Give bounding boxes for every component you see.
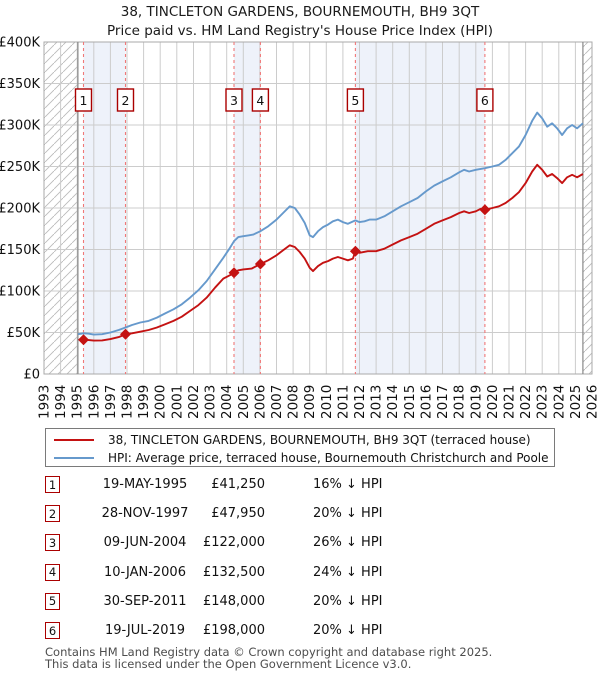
svg-text:2016: 2016: [418, 385, 434, 419]
svg-text:£350K: £350K: [0, 77, 40, 92]
svg-text:2022: 2022: [518, 385, 534, 419]
sale-markers: [78, 204, 491, 346]
svg-text:2005: 2005: [236, 385, 252, 419]
svg-text:2014: 2014: [385, 385, 401, 419]
sale-price: £132,500: [202, 564, 265, 580]
sale-price: £47,950: [211, 506, 265, 522]
svg-text:1999: 1999: [136, 385, 152, 419]
sale-number-badge: 4: [45, 563, 60, 581]
svg-text:2002: 2002: [186, 385, 202, 419]
sale-date: 19-MAY-1995: [102, 477, 188, 492]
svg-text:2017: 2017: [435, 385, 451, 419]
svg-text:2012: 2012: [352, 385, 368, 419]
sale-price: £198,000: [202, 623, 265, 638]
sale-date: 09-JUN-2004: [103, 535, 187, 551]
svg-text:£400K: £400K: [0, 36, 40, 51]
svg-text:2: 2: [122, 93, 130, 108]
sale-date: 10-JAN-2006: [104, 564, 186, 580]
svg-text:£0: £0: [23, 368, 40, 383]
sale-number-badge: 1: [45, 476, 60, 493]
svg-text:2006: 2006: [252, 385, 268, 419]
copyright-line: Contains HM Land Registry data © Crown c…: [45, 645, 493, 659]
svg-text:4: 4: [256, 93, 264, 108]
chart-legend: 38, TINCLETON GARDENS, BOURNEMOUTH, BH9 …: [45, 428, 555, 467]
sale-date: 19-JUL-2019: [104, 623, 186, 638]
svg-text:1996: 1996: [86, 385, 102, 419]
hpi-line-sample-icon: [54, 456, 94, 459]
svg-text:2026: 2026: [585, 385, 600, 419]
sale-table-row: 5 30-SEP-2011 £148,000 20% ↓ HPI: [45, 592, 565, 611]
svg-text:6: 6: [481, 93, 489, 108]
sale-vs-hpi: 20% ↓ HPI: [313, 623, 383, 638]
legend-label: 38, TINCLETON GARDENS, BOURNEMOUTH, BH9 …: [108, 432, 531, 447]
svg-text:1993: 1993: [37, 385, 53, 419]
sale-vs-hpi: 26% ↓ HPI: [313, 535, 383, 551]
sale-date: 30-SEP-2011: [103, 593, 187, 609]
svg-text:2011: 2011: [335, 385, 351, 419]
legend-item-hpi: HPI: Average price, terraced house, Bour…: [46, 448, 549, 467]
sale-table-row: 2 28-NOV-1997 £47,950 20% ↓ HPI: [45, 505, 565, 523]
svg-text:2015: 2015: [402, 385, 418, 419]
sale-table-row: 4 10-JAN-2006 £132,500 24% ↓ HPI: [45, 563, 565, 582]
legend-item-price: 38, TINCLETON GARDENS, BOURNEMOUTH, BH9 …: [46, 430, 531, 449]
svg-text:1998: 1998: [120, 385, 136, 419]
sale-number-badge: 5: [45, 592, 60, 610]
svg-text:2021: 2021: [502, 385, 518, 419]
sale-number-badge: 3: [45, 534, 60, 552]
sale-table-row: 3 09-JUN-2004 £122,000 26% ↓ HPI: [45, 534, 565, 552]
svg-text:1: 1: [80, 93, 88, 108]
sale-vs-hpi: 20% ↓ HPI: [313, 506, 383, 522]
sale-table-row: 1 19-MAY-1995 £41,250 16% ↓ HPI: [45, 476, 565, 494]
sale-table-row: 6 19-JUL-2019 £198,000 20% ↓ HPI: [45, 622, 565, 640]
svg-text:£100K: £100K: [0, 285, 40, 300]
svg-text:1995: 1995: [70, 385, 86, 419]
y-axis-labels: £0 £50K £100K £150K £200K £250K £300K £350K £400…: [0, 36, 40, 383]
licence-line: This data is licensed under the Open Gov…: [45, 657, 412, 671]
svg-text:2020: 2020: [485, 385, 501, 419]
sale-date: 28-NOV-1997: [101, 506, 189, 522]
svg-text:2004: 2004: [219, 385, 235, 419]
svg-text:3: 3: [230, 93, 238, 108]
svg-text:£50K: £50K: [7, 326, 41, 341]
svg-text:2023: 2023: [535, 385, 551, 419]
svg-text:2001: 2001: [169, 385, 185, 419]
svg-text:2010: 2010: [319, 385, 335, 419]
sale-number-badge: 2: [45, 505, 60, 523]
svg-text:£200K: £200K: [0, 202, 40, 217]
svg-text:£250K: £250K: [0, 160, 40, 175]
sale-price: £41,250: [211, 477, 265, 492]
sale-price: £148,000: [202, 593, 265, 609]
svg-text:2018: 2018: [452, 385, 468, 419]
svg-text:5: 5: [351, 93, 359, 108]
sale-number-badge: 6: [45, 622, 60, 639]
legend-label: HPI: Average price, terraced house, Bour…: [108, 450, 549, 465]
sale-number-boxes: 1 2 3 4 5 6: [74, 88, 494, 112]
price-line-sample-icon: [54, 438, 94, 441]
svg-text:2003: 2003: [203, 385, 219, 419]
sale-price: £122,000: [202, 535, 265, 551]
svg-text:£150K: £150K: [0, 243, 40, 258]
svg-text:2019: 2019: [468, 385, 484, 419]
price-hpi-chart: 1 2 3 4 5 6 £0 £50K £100K £150K £200K £250K £300K £35…: [0, 36, 600, 420]
svg-text:1994: 1994: [53, 385, 69, 419]
x-axis-labels: 1993 1994 1995 1996 1997 1998 1999 2000 2001 2002…: [37, 385, 600, 419]
svg-text:2009: 2009: [302, 385, 318, 419]
price-paid-line: [83, 163, 584, 342]
svg-text:2007: 2007: [269, 385, 285, 419]
svg-text:2000: 2000: [153, 385, 169, 419]
page-title: 38, TINCLETON GARDENS, BOURNEMOUTH, BH9 …: [120, 4, 480, 20]
sale-vs-hpi: 16% ↓ HPI: [313, 477, 383, 492]
svg-text:£300K: £300K: [0, 119, 40, 134]
hpi-line: [77, 111, 584, 336]
svg-text:2024: 2024: [551, 385, 567, 419]
svg-text:2008: 2008: [286, 385, 302, 419]
svg-text:1997: 1997: [103, 385, 119, 419]
sale-vs-hpi: 24% ↓ HPI: [313, 564, 383, 580]
svg-text:2013: 2013: [369, 385, 385, 419]
svg-text:2025: 2025: [568, 385, 584, 419]
sale-vs-hpi: 20% ↓ HPI: [313, 593, 383, 609]
page-subtitle: Price paid vs. HM Land Registry's House …: [107, 23, 493, 39]
plot-border: [43, 41, 593, 375]
